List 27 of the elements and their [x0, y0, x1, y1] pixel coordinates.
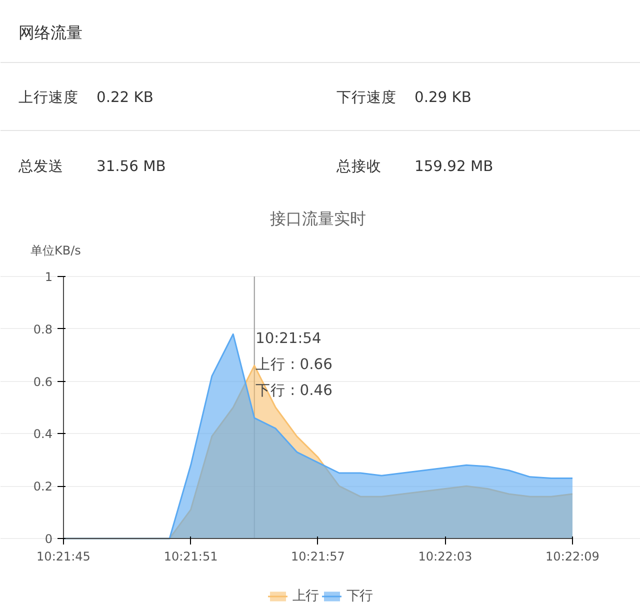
text: 网络流量	[18, 23, 82, 42]
text: 上行速度	[18, 89, 78, 106]
text: 总接收	[336, 158, 382, 175]
y-tick-label: 0.2	[33, 480, 53, 494]
x-tick-label: 10:21:51	[164, 550, 218, 564]
y-axis-title: 单位KB/s	[30, 244, 81, 258]
chart-title: 接口流量实时	[270, 209, 366, 228]
y-tick-label: 0.4	[33, 427, 53, 442]
annotation: 上行 : 0.66	[256, 356, 332, 373]
x-tick-label: 10:22:09	[546, 550, 600, 564]
text: 31.56 MB	[96, 158, 166, 175]
text: 159.92 MB	[414, 158, 494, 175]
y-tick-label: 1	[44, 270, 53, 284]
y-tick-label: 0.6	[33, 374, 53, 389]
text: 总发送	[18, 158, 64, 175]
legend-label: 上行	[292, 588, 318, 605]
x-tick-label: 10:21:45	[36, 550, 90, 564]
x-tick-label: 10:22:03	[418, 550, 472, 564]
text: 0.22 KB	[96, 89, 154, 106]
annotation: 10:21:54	[256, 330, 322, 347]
annotation: 下行 : 0.46	[256, 382, 332, 399]
y-tick-label: 0.8	[33, 322, 53, 336]
x-tick-label: 10:21:57	[291, 550, 345, 564]
y-tick-label: 0	[44, 532, 53, 546]
legend-label: 下行	[346, 588, 372, 605]
text: 下行速度	[336, 89, 396, 106]
text: 0.29 KB	[414, 89, 472, 106]
